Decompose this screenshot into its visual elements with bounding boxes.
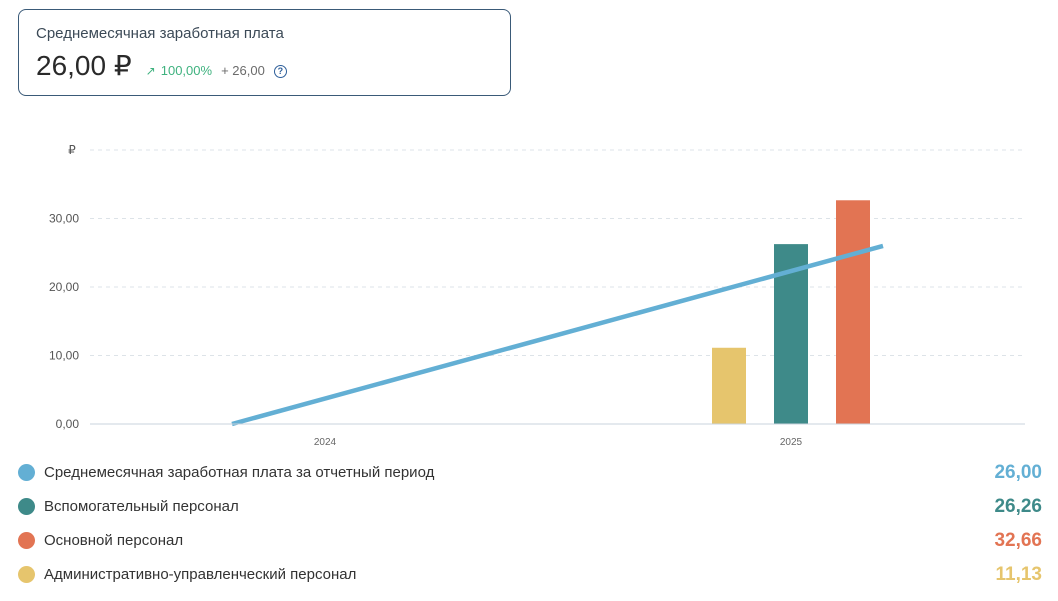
- line-series: [231, 243, 884, 427]
- y-tick-label: 0,00: [56, 417, 80, 431]
- arrow-up-right-icon: ↗: [145, 64, 156, 78]
- legend-color-dot: [18, 498, 35, 515]
- legend-item[interactable]: Основной персонал 32,66: [18, 525, 1042, 559]
- question-circle-icon[interactable]: ?: [273, 65, 287, 78]
- legend-color-dot: [18, 566, 35, 583]
- legend-value: 32,66: [994, 530, 1042, 551]
- x-tick-label: 2024: [314, 437, 337, 448]
- y-tick-label: 20,00: [49, 280, 79, 294]
- legend-color-dot: [18, 464, 35, 481]
- legend-value: 11,13: [995, 564, 1043, 585]
- x-tick-label: 2025: [780, 437, 803, 448]
- legend-label: Среднемесячная заработная плата за отчет…: [44, 464, 435, 481]
- kpi-value: 26,00 ₽: [36, 50, 132, 81]
- legend: Среднемесячная заработная плата за отчет…: [18, 457, 1042, 593]
- y-tick-label: 10,00: [49, 349, 79, 363]
- legend-label: Основной персонал: [44, 532, 184, 549]
- legend-color-dot: [18, 532, 35, 549]
- kpi-change-percent: 100,00%: [160, 63, 213, 78]
- legend-label: Вспомогательный персонал: [44, 498, 239, 515]
- y-axis-unit-label: ₽: [68, 143, 76, 157]
- legend-value: 26,00: [994, 462, 1042, 483]
- y-tick-label: 30,00: [49, 212, 79, 226]
- legend-label: Административно-управленческий персонал: [44, 566, 357, 583]
- kpi-card: Среднемесячная заработная плата 26,00 ₽ …: [18, 9, 511, 96]
- x-axis: 2024 2025: [314, 437, 803, 448]
- bar[interactable]: [836, 200, 870, 424]
- legend-value: 26,26: [994, 496, 1042, 517]
- legend-item[interactable]: Административно-управленческий персонал 1…: [18, 559, 1042, 593]
- kpi-title: Среднемесячная заработная плата: [36, 25, 284, 42]
- bars: [712, 200, 870, 424]
- kpi-row: 26,00 ₽ ↗ 100,00% + 26,00 ?: [36, 49, 287, 82]
- legend-item[interactable]: Среднемесячная заработная плата за отчет…: [18, 457, 1042, 491]
- kpi-change-absolute: + 26,00: [221, 63, 265, 78]
- y-axis: 0,00 10,00 20,00 30,00: [49, 212, 79, 432]
- bar[interactable]: [712, 347, 746, 424]
- line-series-path[interactable]: [231, 243, 884, 427]
- gridlines: [90, 149, 1025, 356]
- legend-item[interactable]: Вспомогательный персонал 26,26: [18, 491, 1042, 525]
